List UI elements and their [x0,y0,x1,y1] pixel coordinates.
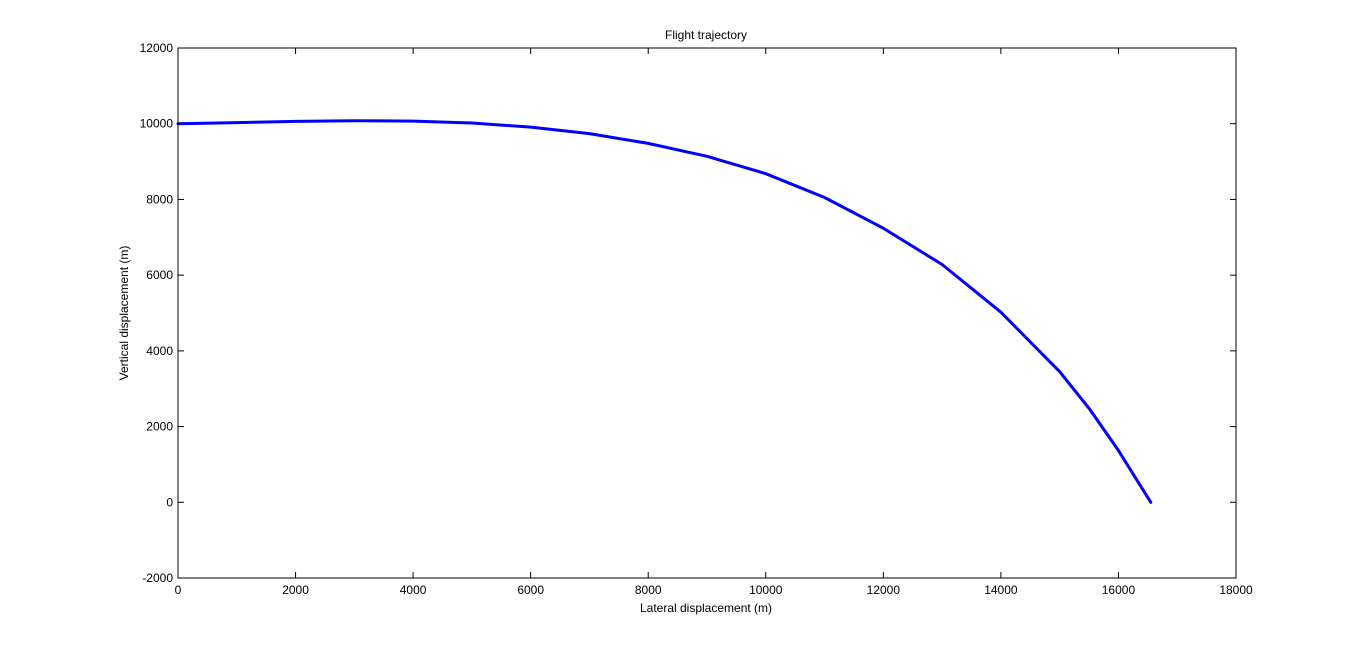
chart-title: Flight trajectory [665,28,747,42]
x-tick-label: 0 [175,583,182,597]
y-tick-label: -2000 [142,571,173,585]
y-tick-label: 2000 [146,420,173,434]
y-tick-label: 8000 [146,192,173,206]
x-tick-label: 10000 [749,583,783,597]
x-tick-label: 2000 [282,583,309,597]
x-tick-label: 14000 [984,583,1018,597]
y-tick-label: 4000 [146,344,173,358]
y-tick-label: 10000 [140,117,174,131]
x-tick-label: 4000 [400,583,427,597]
x-tick-label: 18000 [1219,583,1253,597]
x-tick-label: 8000 [635,583,662,597]
axes-box [177,47,1237,579]
series-line-0 [176,119,1153,504]
y-tick-label: 0 [166,495,173,509]
y-axis-label: Vertical displacement (m) [117,246,131,381]
y-tick-label: 12000 [140,41,174,55]
x-tick-label: 6000 [517,583,544,597]
plot-series [176,119,1153,504]
x-tick-label: 12000 [867,583,901,597]
x-axis-label: Lateral displacement (m) [640,601,772,615]
x-tick-label: 16000 [1102,583,1136,597]
axis-ticks: 0 2000 4000 6000 8000 10000 12000 14000 16000 180… [140,41,1253,597]
y-tick-label: 6000 [146,268,173,282]
